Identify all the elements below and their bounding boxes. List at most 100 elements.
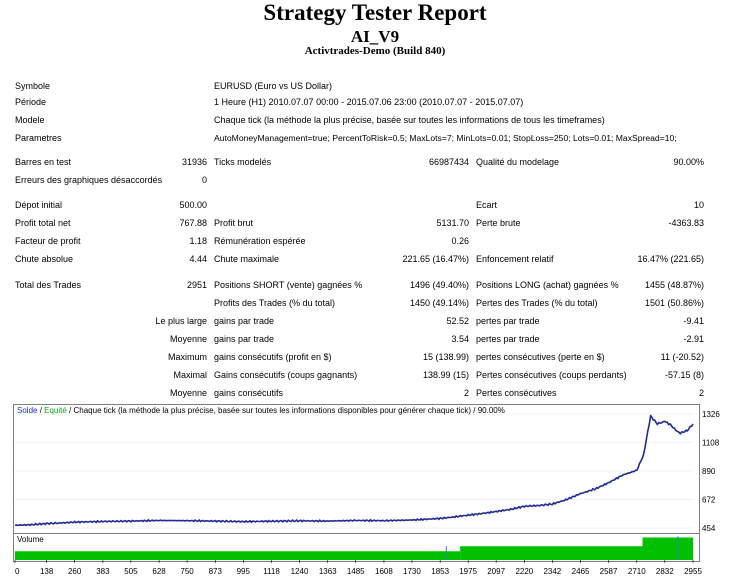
expected-payoff-value: 0.26 [451,236,469,246]
report-build: Activtrades-Demo (Build 840) [304,45,446,57]
avg-consec-wins-value: 2 [463,388,469,398]
spread-label: Ecart [476,200,498,210]
loss-trades-value: 1501 (50.86%) [644,298,704,308]
total-trades-label: Total des Trades [15,280,82,290]
x-tick-label: 0 [15,567,20,576]
volume-bar [15,551,461,560]
maximal-label: Maximal [173,370,207,380]
quality-value: 90.00% [673,157,704,167]
x-tick-label: 2955 [684,567,702,576]
ticks-value: 66987434 [428,157,469,167]
x-tick-label: 1240 [291,567,309,576]
params-value: AutoMoneyManagement=true; PercentToRisk=… [214,133,677,143]
model-label: Modele [15,115,45,125]
series-line-solde [14,414,694,527]
x-tick-label: 628 [152,567,166,576]
x-tick-label: 2832 [656,567,674,576]
max-consec-wins-value: 15 (138.99) [422,352,469,362]
long-positions-value: 1455 (48.87%) [644,280,704,290]
period-value: 1 Heure (H1) 2010.07.07 00:00 - 2015.07.… [214,97,524,107]
largest-win-value: 52.52 [446,316,469,326]
params-label: Parametres [15,133,62,143]
profit-trades-value: 1450 (49.14%) [409,298,469,308]
model-value: Chaque tick (la méthode la plus précise,… [214,115,605,125]
legend-solde: Solde [17,406,38,415]
x-tick-label: 260 [68,567,82,576]
avg-consec-wins-label: gains consécutifs [214,388,284,398]
short-positions-value: 1496 (49.40%) [409,280,469,290]
period-label: Période [15,97,47,107]
y-tick-label: 672 [702,496,716,505]
y-tick-label: 1326 [702,410,720,419]
balance-chart-frame [13,404,700,534]
x-tick-label: 2097 [487,567,505,576]
average-loss-label: pertes par trade [476,334,540,344]
x-tick-label: 1730 [403,567,421,576]
maximum-label: Maximum [167,352,207,362]
average-label: Moyenne [169,334,207,344]
legend-rest: / Chaque tick (la méthode la plus précis… [66,406,505,415]
bars-label: Barres en test [15,157,72,167]
gross-profit-label: Profit brut [214,218,254,228]
volume-bar [460,546,643,560]
maximal-consec-losses-value: -57.15 (8) [664,370,704,380]
x-tick-label: 505 [124,567,138,576]
x-tick-label: 873 [209,567,223,576]
profit-factor-value: 1.18 [189,236,207,246]
max-consec-wins-label: gains consécutifs (profit en $) [214,352,332,362]
maximal-consec-wins-label: Gains consécutifs (coups gagnants) [214,370,358,380]
symbol-label: Symbole [15,81,51,91]
gross-loss-label: Perte brute [476,218,521,228]
x-tick-label: 138 [40,567,54,576]
x-tick-label: 995 [237,567,251,576]
chart-legend: Solde / Equité / Chaque tick (la méthode… [17,406,505,415]
net-profit-label: Profit total net [15,218,71,228]
x-tick-label: 2220 [515,567,533,576]
x-tick-label: 750 [180,567,194,576]
rel-drawdown-value: 16.47% (221.65) [637,254,704,264]
total-trades-value: 2951 [186,280,207,290]
x-tick-label: 1118 [263,567,280,576]
spread-value: 10 [693,200,704,210]
average-consec-label: Moyenne [169,388,207,398]
x-tick-label: 2342 [543,567,561,576]
x-tick-label: 2465 [572,567,590,576]
profit-trades-label: Profits des Trades (% du total) [214,298,336,308]
profit-factor-label: Facteur de profit [15,236,81,246]
largest-loss-value: -9.41 [683,316,704,326]
max-drawdown-label: Chute maximale [214,254,280,264]
average-loss-value: -2.91 [683,334,704,344]
maximal-consec-wins-value: 138.99 (15) [422,370,469,380]
volume-bar [642,537,693,560]
net-profit-value: 767.88 [179,218,207,228]
x-tick-label: 2710 [628,567,646,576]
gross-loss-value: -4363.83 [668,218,704,228]
avg-consec-losses-value: 2 [698,388,704,398]
deposit-value: 500.00 [179,200,207,210]
largest-win-label: gains par trade [214,316,275,326]
long-positions-label: Positions LONG (achat) gagnées % [476,280,619,290]
x-tick-label: 1853 [431,567,449,576]
report-title: Strategy Tester Report [263,0,487,25]
loss-trades-label: Pertes des Trades (% du total) [476,298,598,308]
x-tick-label: 1363 [319,567,337,576]
rel-drawdown-label: Enfoncement relatif [476,254,554,264]
x-tick-label: 2587 [600,567,618,576]
max-drawdown-value: 221.65 (16.47%) [402,254,469,264]
max-consec-losses-label: pertes consécutives (perte en $) [476,352,605,362]
average-win-label: gains par trade [214,334,275,344]
y-tick-label: 454 [702,524,716,533]
x-tick-label: 1485 [347,567,365,576]
gross-profit-value: 5131.70 [436,218,469,228]
symbol-value: EURUSD (Euro vs US Dollar) [214,81,333,91]
bars-value: 31936 [181,157,207,167]
maximal-consec-losses-label: Pertes consécutives (coups perdants) [476,370,627,380]
x-tick-label: 383 [96,567,110,576]
report-subtitle: AI_V9 [350,27,400,46]
y-tick-label: 1108 [702,439,720,448]
deposit-label: Dépot initial [15,200,63,210]
errors-label: Erreurs des graphiques désaccordés [15,175,163,185]
average-win-value: 3.54 [451,334,469,344]
short-positions-label: Positions SHORT (vente) gagnées % [214,280,363,290]
